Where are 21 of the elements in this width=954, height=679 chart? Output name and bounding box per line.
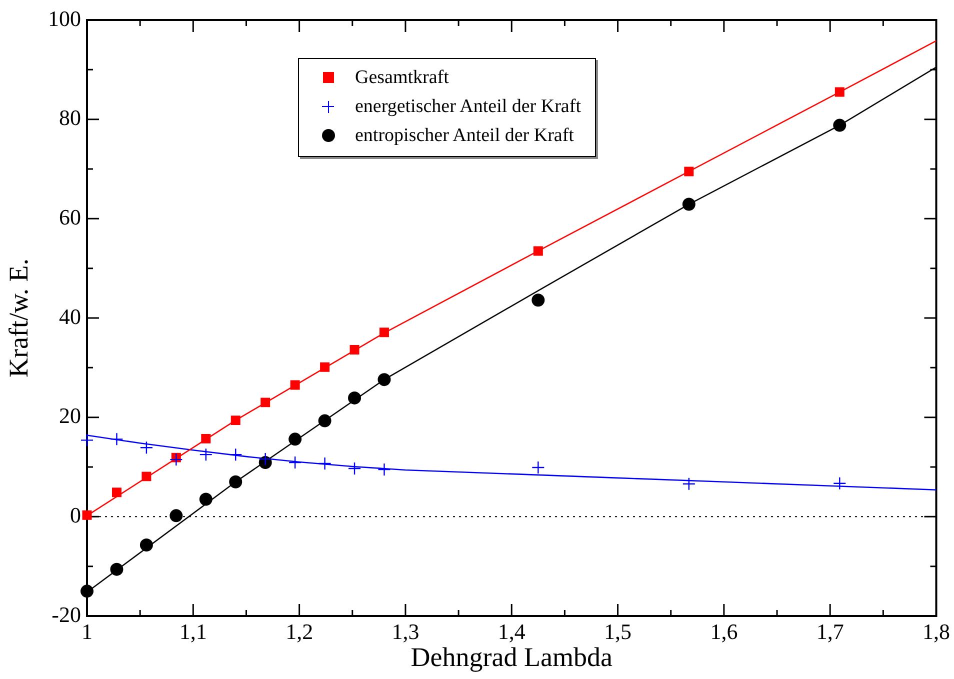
legend-label: Gesamtkraft: [355, 66, 449, 88]
x-tick-label: 1,7: [816, 618, 844, 644]
y-tick-label: 20: [59, 403, 81, 428]
y-tick-label: -20: [52, 602, 81, 627]
y-tick-label: 80: [59, 105, 81, 130]
y-tick-label: 60: [59, 204, 81, 230]
legend-label: energetischer Anteil der Kraft: [355, 96, 581, 118]
x-tick-label: 1,8: [922, 618, 950, 644]
x-tick-label: 1,3: [392, 618, 420, 644]
x-tick-label: 1,6: [710, 618, 738, 644]
y-tick-label: 100: [48, 6, 81, 31]
x-tick-label: 1,1: [179, 618, 207, 644]
y-tick-label: 40: [59, 304, 81, 329]
x-tick-label: 1: [82, 618, 92, 644]
y-axis-title: Kraft/w. E.: [3, 258, 34, 378]
x-tick-label: 1,5: [604, 618, 632, 644]
x-tick-label: 1,4: [498, 618, 526, 644]
x-axis-title: Dehngrad Lambda: [410, 642, 612, 672]
x-tick-label: 1,2: [286, 618, 314, 644]
y-tick-label: 0: [70, 502, 81, 528]
legend-label: entropischer Anteil der Kraft: [355, 124, 574, 146]
